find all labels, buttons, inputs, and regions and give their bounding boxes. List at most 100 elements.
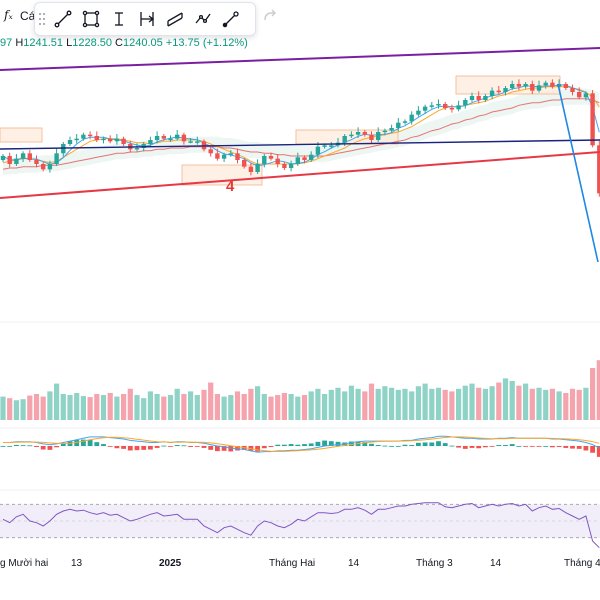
candle — [369, 134, 374, 140]
candle — [208, 149, 213, 154]
volume-bar — [141, 398, 147, 420]
macd-histogram-bar — [101, 444, 106, 446]
indicators-fx-icon[interactable]: fₓ — [4, 8, 13, 22]
macd-histogram-bar — [529, 446, 535, 447]
candle — [389, 128, 394, 131]
time-axis-label: Tháng 3 — [416, 558, 453, 569]
macd-histogram-bar — [141, 446, 147, 450]
candle — [577, 92, 582, 98]
candle — [235, 153, 240, 160]
candle — [443, 104, 448, 108]
candle — [376, 132, 381, 140]
trend-line-tool[interactable] — [49, 3, 77, 35]
candle — [114, 138, 120, 142]
time-axis-label: g Mười hai — [0, 558, 49, 569]
price-range-tool[interactable] — [133, 3, 161, 35]
volume-bar — [60, 394, 66, 420]
time-axis[interactable]: g Mười hai 13 2025 Tháng Hai 14 Tháng 3 … — [0, 552, 600, 574]
volume-bar — [7, 398, 13, 420]
macd-histogram-bar — [107, 446, 113, 447]
volume-bar — [181, 394, 187, 420]
macd-histogram-bar — [462, 446, 468, 449]
macd-histogram-bar — [516, 446, 522, 447]
volume-bar — [382, 386, 388, 420]
macd-histogram-bar — [235, 446, 240, 451]
macd-histogram-bar — [74, 439, 80, 446]
path-tool[interactable] — [189, 3, 217, 35]
candle — [483, 96, 488, 100]
macd-histogram-bar — [54, 446, 59, 448]
volume-bar — [241, 394, 247, 420]
volume-bar — [114, 396, 120, 420]
volume-bar — [301, 395, 308, 420]
volume-bar — [516, 385, 522, 420]
volume-bar — [27, 395, 33, 420]
candle — [503, 88, 508, 92]
trend-line-icon — [54, 10, 72, 28]
candle — [342, 136, 347, 143]
text-tool[interactable] — [105, 3, 133, 35]
volume-bar — [569, 388, 576, 420]
volume-bar — [368, 383, 375, 420]
volume-bar — [355, 388, 361, 420]
volume-bar — [275, 395, 281, 420]
volume-bar — [375, 388, 381, 420]
rsi-line — [2, 502, 600, 549]
candle — [67, 140, 73, 144]
macd-histogram-bar — [208, 446, 214, 450]
volume-bar — [20, 399, 26, 420]
candle — [396, 122, 401, 128]
ohlc-open-partial: 97 — [0, 37, 13, 49]
candle — [570, 88, 575, 92]
volume-bar — [228, 395, 234, 420]
volume-bar — [188, 391, 194, 420]
candle — [597, 145, 600, 194]
candle — [489, 90, 495, 96]
volume-bar — [496, 382, 502, 420]
rectangle-tool[interactable] — [77, 3, 105, 35]
magic-pen-icon — [222, 11, 239, 28]
volume-bar — [342, 391, 348, 420]
macd-histogram-bar — [456, 446, 461, 448]
macd-histogram-bar — [268, 446, 274, 447]
macd-histogram-bar — [275, 444, 281, 446]
candle — [275, 158, 280, 164]
wave-label[interactable]: 4 — [226, 178, 235, 195]
candle — [47, 164, 53, 170]
volume-bar — [590, 368, 596, 420]
magic-pen-tool[interactable] — [217, 3, 245, 35]
macd-histogram-bar — [523, 446, 528, 447]
volume-bar — [456, 388, 462, 420]
redo-icon[interactable] — [262, 9, 278, 23]
parallel-channel-tool[interactable] — [161, 3, 189, 35]
macd-histogram-bar — [449, 445, 455, 447]
volume-bar — [315, 388, 321, 420]
macd-histogram-bar — [188, 446, 193, 447]
volume-bar — [107, 392, 113, 420]
macd-histogram-bar — [134, 446, 140, 451]
macd-histogram-bar — [402, 444, 408, 446]
macd-histogram-bar — [349, 441, 354, 446]
volume-bar — [362, 391, 368, 420]
candle — [20, 153, 26, 159]
macd-histogram-bar — [503, 445, 508, 446]
candle — [449, 108, 455, 110]
candle — [161, 136, 166, 139]
macd-histogram-bar — [590, 446, 595, 453]
volume-bar — [13, 400, 19, 420]
volume-bar — [415, 386, 421, 420]
volume-bar — [80, 396, 86, 420]
volume-bar — [33, 394, 40, 420]
ma-slow-line — [2, 98, 600, 170]
volume-bar — [563, 392, 569, 420]
candle — [7, 156, 12, 164]
volume-bar — [476, 387, 482, 420]
drag-handle-icon[interactable] — [35, 3, 49, 35]
macd-histogram-bar — [395, 446, 401, 447]
candle — [175, 134, 180, 139]
candle — [181, 134, 187, 142]
candle — [536, 85, 542, 91]
candle — [74, 138, 79, 141]
